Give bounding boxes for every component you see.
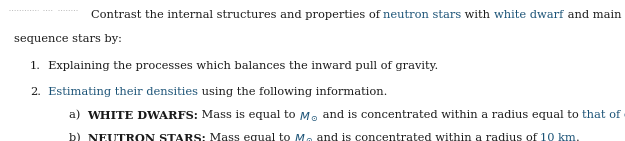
- Text: and main: and main: [564, 10, 621, 20]
- Text: and is concentrated within a radius equal to: and is concentrated within a radius equa…: [319, 110, 582, 120]
- Text: Estimating their densities: Estimating their densities: [41, 87, 198, 97]
- Text: Mass equal to: Mass equal to: [206, 133, 294, 141]
- Text: 1.: 1.: [30, 61, 41, 71]
- Text: 2.: 2.: [30, 87, 41, 97]
- Text: NEUTRON STARS:: NEUTRON STARS:: [88, 133, 206, 141]
- Text: sequence stars by:: sequence stars by:: [14, 34, 122, 44]
- Text: Contrast the internal structures and properties of: Contrast the internal structures and pro…: [91, 10, 383, 20]
- Text: white dwarf: white dwarf: [494, 10, 564, 20]
- Text: and is concentrated within a radius of: and is concentrated within a radius of: [313, 133, 541, 141]
- Text: 10 km: 10 km: [541, 133, 576, 141]
- Text: neutron stars: neutron stars: [383, 10, 461, 20]
- Text: $M_\odot$: $M_\odot$: [294, 133, 313, 141]
- Text: Explaining the processes which balances the inward pull of gravity.: Explaining the processes which balances …: [41, 61, 438, 71]
- Text: WHITE DWARFS:: WHITE DWARFS:: [88, 110, 198, 121]
- Text: that of earth: that of earth: [582, 110, 625, 120]
- Text: .: .: [576, 133, 580, 141]
- Text: with: with: [461, 10, 494, 20]
- Text: Mass is equal to: Mass is equal to: [198, 110, 299, 120]
- Text: using the following information.: using the following information.: [198, 87, 388, 97]
- Text: $M_\odot$: $M_\odot$: [299, 110, 319, 124]
- Text: b): b): [69, 133, 88, 141]
- Text: a): a): [69, 110, 88, 120]
